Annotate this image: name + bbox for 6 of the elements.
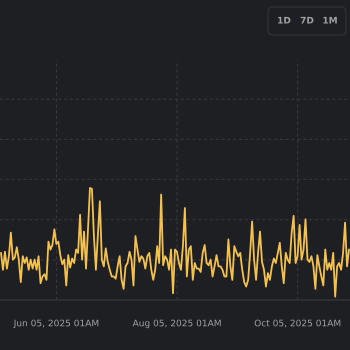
text: 1D (278, 16, 290, 24)
x-tick-label: Aug 05, 2025 01AM (132, 320, 221, 328)
x-tick-label: Jun 05, 2025 01AM (13, 320, 98, 328)
x-tick-label: Oct 05, 2025 01AM (254, 320, 340, 328)
text: 7D (300, 16, 314, 24)
text: 1M (323, 16, 337, 24)
